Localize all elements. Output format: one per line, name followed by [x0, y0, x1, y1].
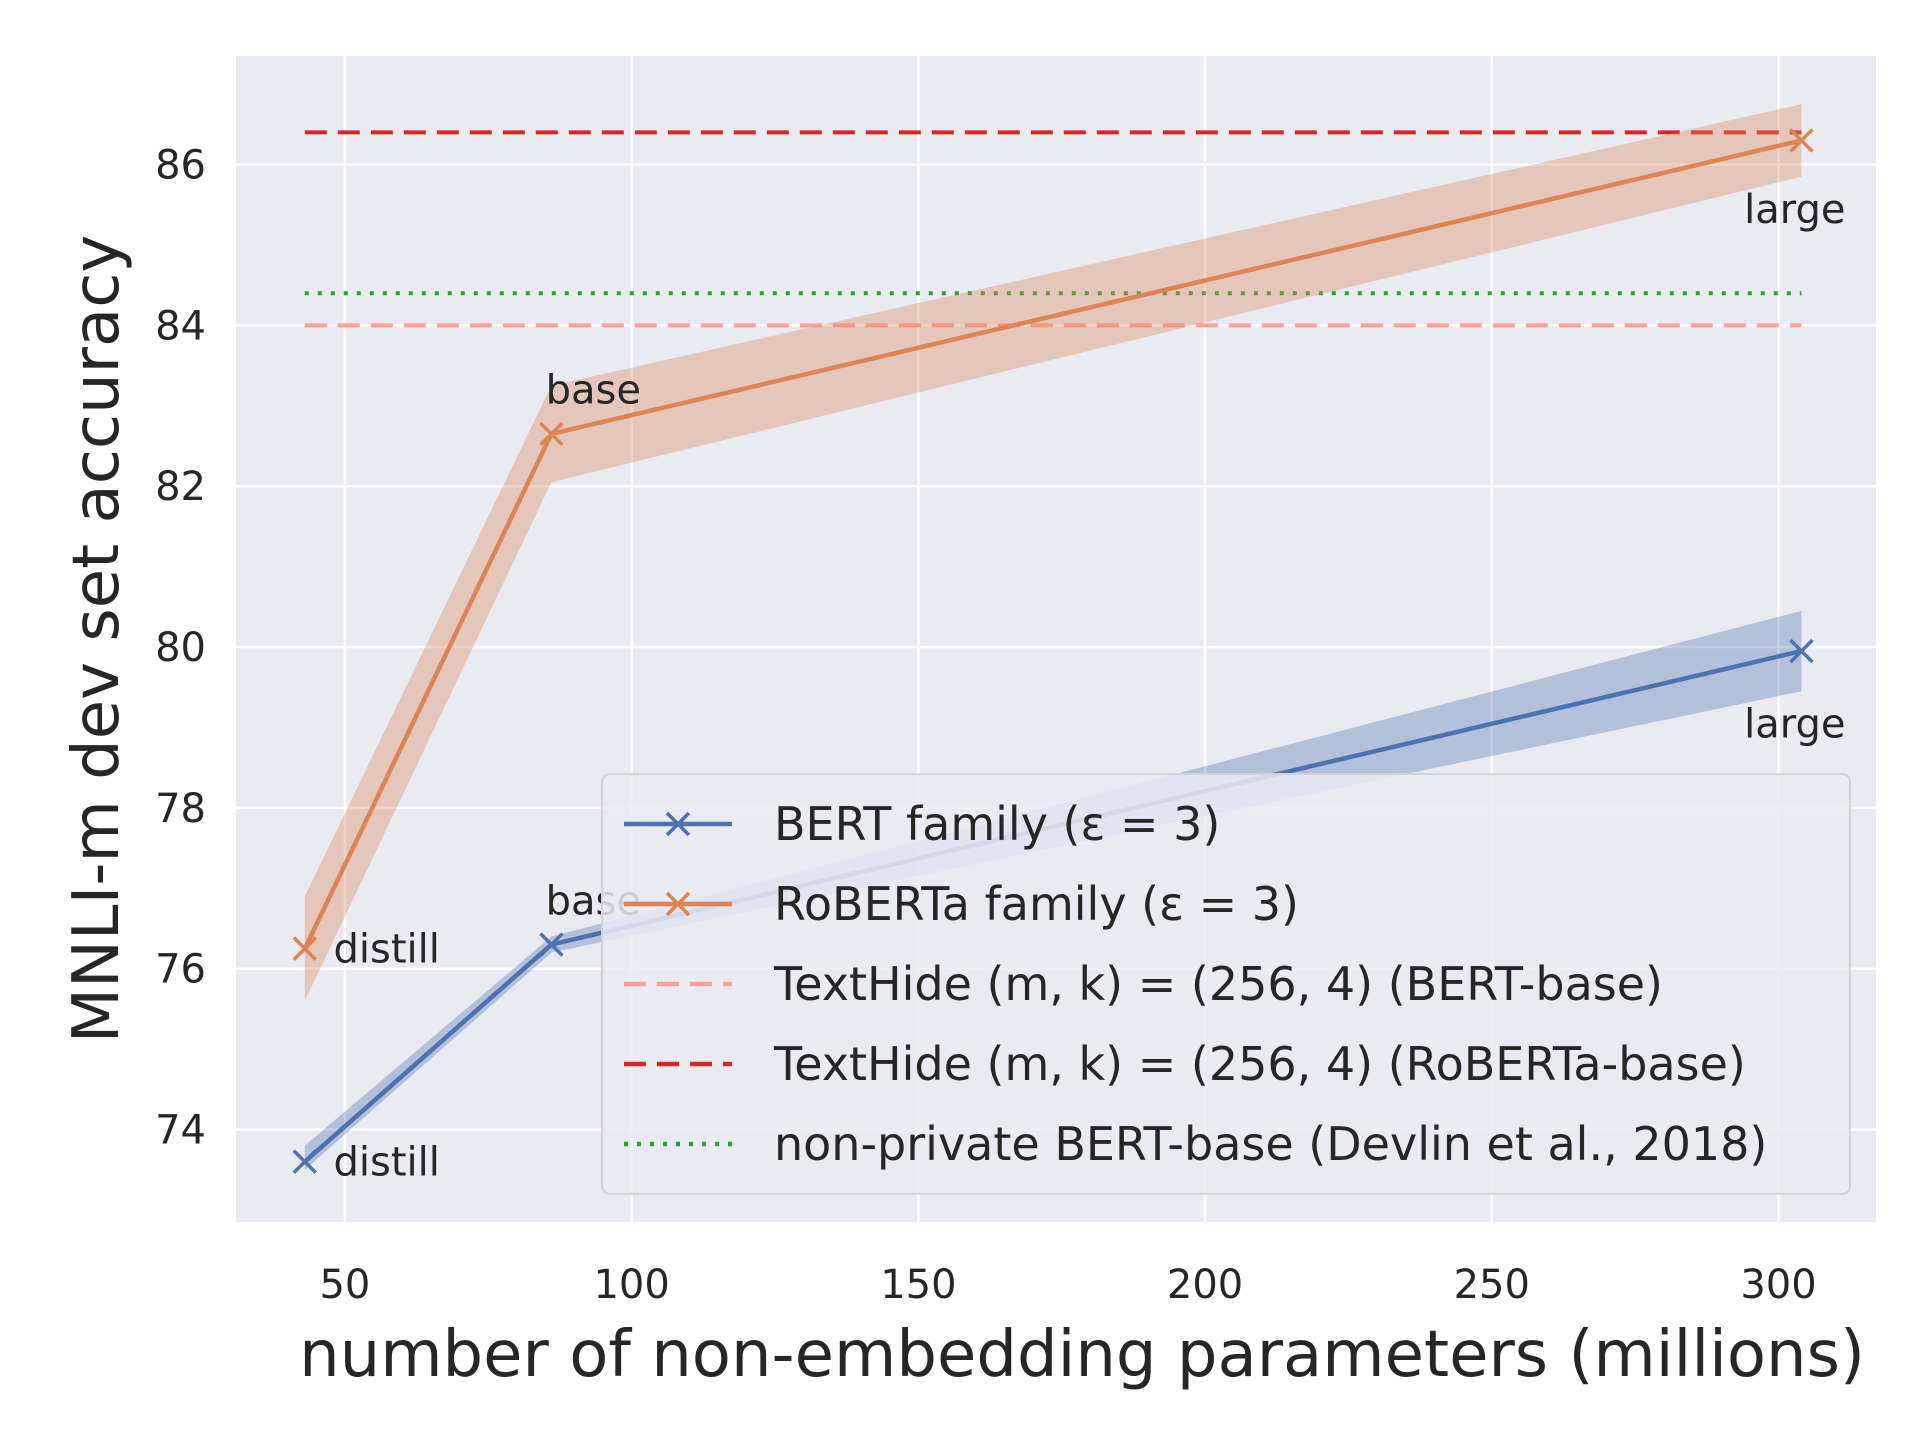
data-point-marker	[292, 1149, 318, 1174]
legend-box	[601, 773, 1851, 1195]
legend-item: non-private BERT-base (Devlin et al., 20…	[624, 1117, 1767, 1171]
legend-marker-stroke-b	[665, 811, 691, 837]
series-band	[304, 104, 1802, 1001]
data-point-marker-stroke-b	[1789, 128, 1814, 153]
x-tick-label: 150	[880, 1262, 956, 1308]
y-axis-title: MNLI-m dev set accuracy	[60, 235, 134, 1044]
legend-label: RoBERTa family (ε = 3)	[774, 877, 1299, 931]
data-point-marker	[1789, 638, 1814, 664]
legend-label: non-private BERT-base (Devlin et al., 20…	[774, 1117, 1767, 1171]
y-tick-label: 76	[155, 947, 206, 993]
data-point-marker-stroke-b	[539, 421, 564, 447]
point-annotation: large	[1744, 701, 1845, 747]
data-point-marker	[292, 936, 318, 961]
reference-lines	[304, 130, 1802, 328]
y-tick-label: 74	[155, 1108, 206, 1154]
legend-item: RoBERTa family (ε = 3)	[624, 877, 1299, 931]
point-annotation: base	[546, 368, 641, 414]
legend-item: BERT family (ε = 3)	[624, 797, 1220, 851]
y-tick-label: 82	[155, 464, 206, 510]
legend-marker	[665, 891, 691, 917]
data-point-marker	[1789, 128, 1814, 153]
legend-marker-stroke-b	[665, 891, 691, 917]
legend-item: TextHide (m, k) = (256, 4) (RoBERTa-base…	[624, 1037, 1746, 1091]
data-point-marker-stroke-b	[539, 932, 564, 957]
data-point-marker-stroke-b	[292, 936, 318, 961]
series-markers	[292, 128, 1814, 1174]
legend-label: TextHide (m, k) = (256, 4) (RoBERTa-base…	[773, 1037, 1746, 1091]
legend-item: TextHide (m, k) = (256, 4) (BERT-base)	[624, 957, 1663, 1011]
data-point-marker	[539, 932, 564, 957]
grid	[236, 56, 1876, 1222]
series-band	[304, 610, 1802, 1170]
confidence-bands	[304, 104, 1802, 1170]
legend-label: BERT family (ε = 3)	[774, 797, 1220, 851]
y-tick-label: 78	[155, 786, 206, 832]
y-tick-label: 80	[155, 625, 206, 671]
point-annotation: distill	[333, 1140, 439, 1186]
point-annotation: large	[1744, 187, 1845, 233]
y-tick-label: 84	[155, 303, 206, 349]
x-tick-label: 250	[1454, 1262, 1530, 1308]
tick-labels: 50 100 150 200 250 300 74 76 78 80 82 84 86	[155, 143, 1817, 1308]
x-tick-label: 300	[1740, 1262, 1816, 1308]
legend-label: TextHide (m, k) = (256, 4) (BERT-base)	[773, 957, 1663, 1011]
x-axis-title: number of non-embedding parameters (mill…	[299, 1318, 1865, 1392]
legend-marker	[665, 811, 691, 837]
x-tick-label: 200	[1167, 1262, 1243, 1308]
x-tick-label: 50	[319, 1262, 370, 1308]
data-point-marker-stroke-b	[1789, 638, 1814, 664]
legend: BERT family (ε = 3) RoBERTa family (ε = 3…	[601, 773, 1851, 1195]
data-point-marker	[539, 421, 564, 447]
y-tick-label: 86	[155, 143, 206, 189]
point-annotation: distill	[333, 927, 439, 973]
x-tick-label: 100	[593, 1262, 669, 1308]
data-point-marker-stroke-b	[292, 1149, 318, 1174]
